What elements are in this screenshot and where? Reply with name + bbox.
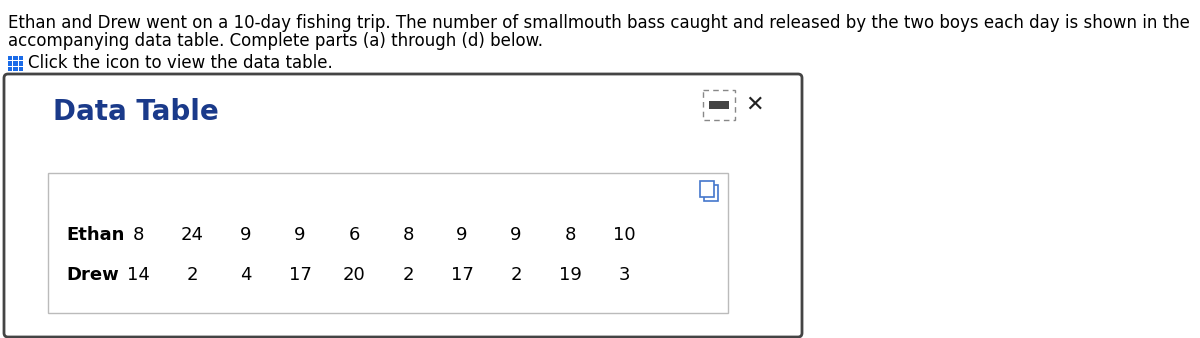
Text: 17: 17 [288,266,312,284]
Bar [709,101,730,109]
Text: 9: 9 [510,226,522,244]
Text: 4: 4 [240,266,252,284]
Bar [48,173,728,313]
Text: accompanying data table. Complete parts (a) through (d) below.: accompanying data table. Complete parts … [8,32,542,50]
Bar [19,67,23,71]
Text: 2: 2 [186,266,198,284]
Text: 24: 24 [180,226,204,244]
Text: 9: 9 [456,226,468,244]
Text: 8: 8 [132,226,144,244]
Text: 8: 8 [564,226,576,244]
FancyBboxPatch shape [704,185,718,201]
Text: 14: 14 [126,266,150,284]
Bar [13,56,18,61]
Text: Ethan and Drew went on a 10-day fishing trip. The number of smallmouth bass caug: Ethan and Drew went on a 10-day fishing … [8,14,1190,32]
Bar [13,67,18,71]
Text: 20: 20 [343,266,365,284]
Text: 10: 10 [613,226,635,244]
Text: 3: 3 [618,266,630,284]
Text: 2: 2 [402,266,414,284]
Bar [19,56,23,61]
Text: 8: 8 [402,226,414,244]
Text: 9: 9 [294,226,306,244]
Text: 9: 9 [240,226,252,244]
Text: Click the icon to view the data table.: Click the icon to view the data table. [28,54,332,72]
Text: 19: 19 [558,266,582,284]
Bar [8,56,12,61]
Bar [8,62,12,66]
Text: Ethan: Ethan [66,226,125,244]
Text: 17: 17 [450,266,474,284]
Text: ✕: ✕ [745,95,764,115]
Text: Data Table: Data Table [53,98,218,126]
Bar [8,67,12,71]
Bar [13,62,18,66]
Bar [19,62,23,66]
Text: 2: 2 [510,266,522,284]
FancyBboxPatch shape [4,74,802,337]
Text: 6: 6 [348,226,360,244]
FancyBboxPatch shape [700,181,714,197]
Text: Drew: Drew [66,266,119,284]
FancyBboxPatch shape [703,90,734,120]
